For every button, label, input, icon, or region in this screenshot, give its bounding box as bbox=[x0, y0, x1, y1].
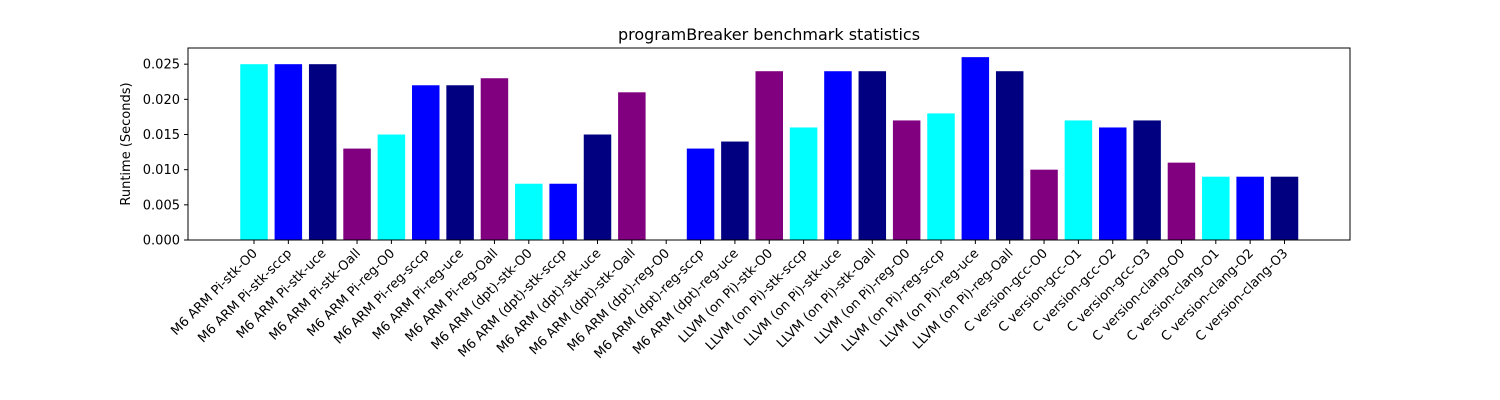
y-tick-label: 0.015 bbox=[143, 128, 180, 143]
bars-layer bbox=[240, 57, 1299, 241]
bar bbox=[858, 71, 887, 241]
bar bbox=[343, 148, 371, 240]
y-tick-label: 0.020 bbox=[143, 93, 180, 108]
bar bbox=[308, 64, 337, 241]
bar bbox=[755, 71, 783, 241]
bar bbox=[446, 85, 474, 241]
bar bbox=[240, 64, 268, 241]
bar bbox=[274, 64, 303, 241]
bar bbox=[892, 120, 921, 240]
bar bbox=[995, 71, 1024, 241]
y-axis-ticks: 0.000 0.005 0.010 0.015 0.020 0.025 bbox=[143, 58, 188, 249]
bar bbox=[1236, 176, 1264, 240]
bar bbox=[1133, 120, 1161, 240]
y-tick-label: 0.000 bbox=[143, 234, 180, 249]
bar bbox=[961, 57, 990, 240]
chart-title: programBreaker benchmark statistics bbox=[618, 25, 920, 44]
bar bbox=[583, 134, 612, 240]
y-tick-label: 0.005 bbox=[143, 198, 180, 213]
bar bbox=[1202, 176, 1230, 240]
y-tick-label: 0.025 bbox=[143, 58, 180, 73]
bar bbox=[1030, 169, 1058, 240]
bar bbox=[927, 113, 955, 240]
bar bbox=[1167, 162, 1196, 240]
bar bbox=[1064, 120, 1093, 240]
bar bbox=[515, 183, 543, 240]
bar bbox=[721, 141, 749, 240]
bar bbox=[377, 134, 406, 240]
bar bbox=[618, 92, 646, 240]
bar bbox=[1270, 176, 1299, 240]
bar bbox=[686, 148, 715, 240]
bar bbox=[789, 127, 818, 240]
bar bbox=[824, 71, 852, 241]
bar bbox=[412, 85, 440, 241]
bar bbox=[549, 183, 577, 240]
bar bbox=[480, 78, 509, 241]
plot-frame bbox=[187, 47, 1351, 241]
bar bbox=[1099, 127, 1127, 240]
y-axis-label: Runtime (Seconds) bbox=[119, 82, 134, 205]
y-tick-label: 0.010 bbox=[143, 163, 180, 178]
